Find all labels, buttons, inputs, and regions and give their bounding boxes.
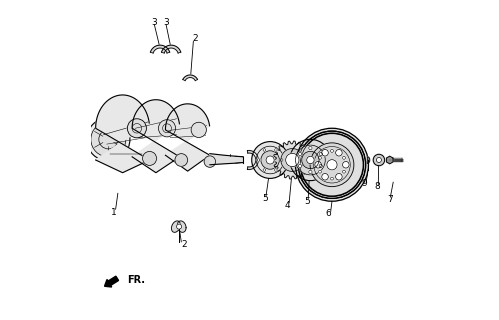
- Circle shape: [342, 170, 345, 173]
- Polygon shape: [162, 45, 181, 53]
- Circle shape: [319, 164, 322, 168]
- Circle shape: [309, 146, 312, 150]
- Circle shape: [290, 140, 331, 180]
- Text: 3: 3: [152, 18, 157, 27]
- Circle shape: [274, 149, 277, 151]
- Circle shape: [373, 154, 385, 166]
- Text: 4: 4: [285, 201, 290, 210]
- Circle shape: [302, 151, 319, 169]
- Circle shape: [322, 149, 328, 156]
- Circle shape: [261, 151, 279, 169]
- Circle shape: [257, 159, 260, 161]
- Circle shape: [159, 120, 176, 137]
- Polygon shape: [172, 221, 180, 232]
- Circle shape: [298, 152, 302, 156]
- Polygon shape: [183, 75, 198, 81]
- Text: 1: 1: [111, 208, 117, 217]
- Polygon shape: [210, 154, 243, 165]
- Text: 2: 2: [181, 240, 187, 249]
- Circle shape: [295, 128, 368, 201]
- Text: 6: 6: [325, 209, 331, 219]
- Circle shape: [330, 149, 333, 152]
- Circle shape: [266, 156, 274, 164]
- Circle shape: [336, 173, 342, 180]
- Circle shape: [318, 156, 321, 159]
- Circle shape: [127, 119, 146, 138]
- Polygon shape: [386, 156, 393, 164]
- Circle shape: [285, 153, 299, 167]
- Circle shape: [327, 160, 337, 170]
- Polygon shape: [96, 95, 150, 173]
- Circle shape: [251, 142, 288, 178]
- Circle shape: [91, 122, 126, 157]
- Circle shape: [310, 143, 354, 187]
- Circle shape: [263, 149, 265, 151]
- Circle shape: [315, 162, 321, 168]
- Text: 5: 5: [304, 197, 310, 206]
- Circle shape: [319, 152, 322, 156]
- Circle shape: [274, 169, 277, 171]
- Circle shape: [280, 159, 283, 161]
- Circle shape: [175, 154, 188, 166]
- Circle shape: [322, 173, 328, 180]
- Polygon shape: [367, 157, 370, 163]
- Circle shape: [309, 170, 312, 174]
- Circle shape: [87, 118, 130, 161]
- Circle shape: [318, 170, 321, 173]
- Text: 9: 9: [361, 179, 367, 188]
- Circle shape: [281, 148, 304, 172]
- Circle shape: [336, 149, 342, 156]
- Text: 8: 8: [374, 182, 380, 191]
- Polygon shape: [132, 100, 180, 173]
- Circle shape: [298, 164, 302, 168]
- FancyArrow shape: [104, 276, 119, 287]
- Circle shape: [376, 157, 381, 163]
- Circle shape: [143, 151, 157, 165]
- Circle shape: [263, 169, 265, 171]
- Circle shape: [191, 122, 207, 138]
- Text: 3: 3: [163, 18, 169, 27]
- Polygon shape: [150, 45, 170, 53]
- Text: FR.: FR.: [127, 275, 145, 284]
- Circle shape: [330, 177, 333, 180]
- Circle shape: [342, 156, 345, 159]
- Circle shape: [177, 224, 182, 229]
- Circle shape: [204, 156, 216, 167]
- Circle shape: [307, 156, 314, 164]
- Polygon shape: [177, 221, 186, 232]
- Polygon shape: [248, 150, 258, 170]
- Circle shape: [342, 162, 349, 168]
- Text: 2: 2: [193, 34, 199, 43]
- Polygon shape: [273, 141, 311, 179]
- Circle shape: [295, 145, 325, 175]
- Polygon shape: [166, 104, 210, 171]
- Text: 7: 7: [387, 195, 393, 204]
- Text: 5: 5: [262, 194, 267, 203]
